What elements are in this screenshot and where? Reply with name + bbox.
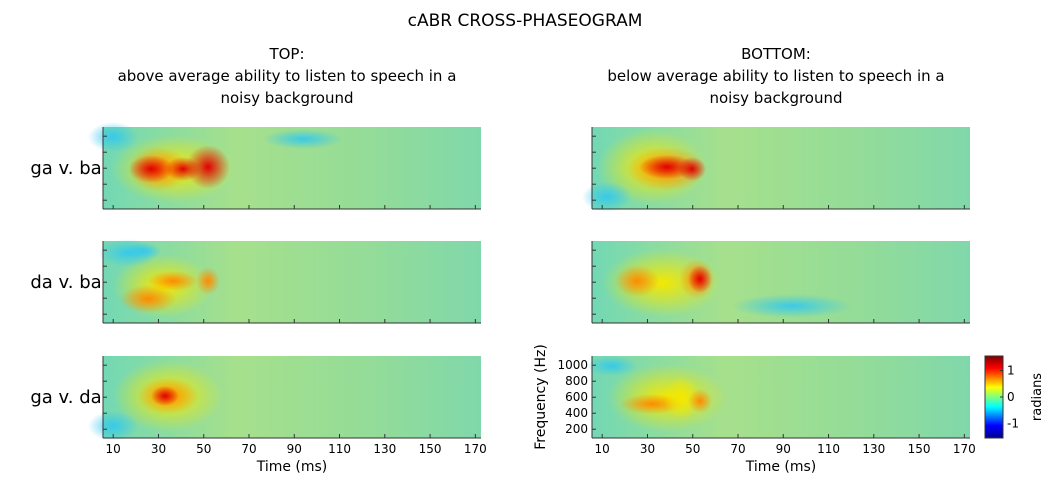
heatmap-blob bbox=[688, 389, 712, 413]
x-tick-label: 130 bbox=[373, 442, 396, 456]
x-tick-label: 70 bbox=[241, 442, 256, 456]
heatmap-blob bbox=[120, 285, 176, 313]
heatmap-blob bbox=[151, 386, 179, 406]
heatmap-blob bbox=[263, 129, 343, 149]
column-header: BOTTOM: bbox=[741, 45, 811, 63]
heatmap-blob bbox=[88, 411, 138, 441]
x-tick-label: 110 bbox=[328, 442, 351, 456]
colorbar-tick-label: 1 bbox=[1007, 364, 1015, 378]
heatmap-panel bbox=[88, 122, 481, 210]
y-tick-label: 600 bbox=[565, 390, 588, 404]
heatmap-blob bbox=[582, 182, 632, 212]
title: cABR CROSS-PHASEOGRAM bbox=[408, 11, 643, 31]
row-label: ga v. da bbox=[30, 387, 101, 408]
x-tick-label: 130 bbox=[862, 442, 885, 456]
heatmap-blob bbox=[148, 271, 198, 291]
column-header: below average ability to listen to speec… bbox=[607, 67, 944, 85]
heatmap-blob bbox=[88, 122, 138, 152]
row-label: da v. ba bbox=[30, 272, 101, 293]
heatmap-blob bbox=[732, 294, 852, 318]
x-tick-label: 170 bbox=[464, 442, 487, 456]
heatmap-panel bbox=[587, 356, 970, 439]
heatmap-blob bbox=[688, 265, 712, 293]
heatmap-blob bbox=[196, 267, 220, 295]
x-tick-label: 90 bbox=[287, 442, 302, 456]
colorbar-label: radians bbox=[1030, 373, 1045, 421]
heatmap-blob bbox=[664, 376, 700, 420]
x-tick-label: 30 bbox=[151, 442, 166, 456]
x-axis-label: Time (ms) bbox=[745, 459, 817, 475]
column-header: noisy background bbox=[709, 89, 842, 107]
x-tick-label: 50 bbox=[685, 442, 700, 456]
y-tick-label: 800 bbox=[565, 374, 588, 388]
y-tick-label: 200 bbox=[565, 422, 588, 436]
heatmap-blob bbox=[129, 155, 173, 183]
x-tick-label: 150 bbox=[908, 442, 931, 456]
column-header: noisy background bbox=[220, 89, 353, 107]
column-header: TOP: bbox=[268, 45, 304, 63]
heatmap-panel bbox=[582, 127, 970, 212]
heatmap-blob bbox=[186, 145, 230, 189]
x-tick-label: 10 bbox=[595, 442, 610, 456]
heatmap-blob bbox=[125, 243, 161, 259]
heatmap-blob bbox=[678, 157, 706, 181]
x-tick-label: 150 bbox=[419, 442, 442, 456]
y-tick-label: 400 bbox=[565, 406, 588, 420]
heatmap-blob bbox=[615, 265, 659, 297]
x-tick-label: 10 bbox=[106, 442, 121, 456]
x-tick-label: 70 bbox=[730, 442, 745, 456]
x-tick-label: 90 bbox=[776, 442, 791, 456]
colorbar-tick-label: 0 bbox=[1007, 390, 1015, 404]
x-tick-label: 170 bbox=[953, 442, 976, 456]
heatmap-panel bbox=[88, 356, 481, 441]
x-tick-label: 50 bbox=[196, 442, 211, 456]
column-header: above average ability to listen to speec… bbox=[118, 67, 457, 85]
x-axis-label: Time (ms) bbox=[256, 459, 328, 475]
row-label: ga v. ba bbox=[30, 158, 101, 179]
heatmap-blob bbox=[587, 356, 637, 376]
colorbar-tick-label: -1 bbox=[1007, 416, 1019, 430]
y-axis-label: Frequency (Hz) bbox=[533, 344, 549, 450]
heatmap-panel bbox=[98, 239, 481, 324]
x-tick-label: 110 bbox=[817, 442, 840, 456]
heatmap-panel bbox=[591, 241, 970, 324]
x-tick-label: 30 bbox=[640, 442, 655, 456]
y-tick-label: 1000 bbox=[557, 358, 588, 372]
